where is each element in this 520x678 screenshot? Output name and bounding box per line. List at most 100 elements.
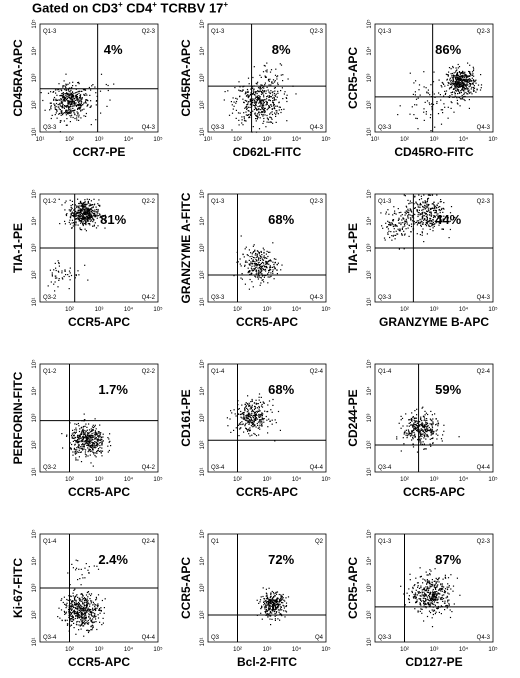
event-dot: [461, 80, 463, 82]
event-dot: [420, 198, 423, 200]
event-dot: [445, 90, 448, 92]
event-dot: [81, 205, 83, 207]
event-dot: [437, 202, 439, 204]
title-part: Gated on CD3: [32, 0, 118, 16]
event-dot: [82, 609, 84, 611]
event-dot: [85, 216, 87, 218]
event-dot: [425, 448, 427, 450]
event-dot: [415, 420, 418, 422]
event-dot: [431, 223, 433, 225]
event-dot: [270, 600, 272, 602]
event-dot: [412, 437, 414, 439]
event-dot: [50, 105, 52, 107]
event-dot: [265, 600, 267, 602]
x-tick-label: 10³: [95, 137, 104, 143]
event-dot: [65, 611, 67, 613]
event-dot: [252, 423, 254, 425]
event-dot: [235, 102, 237, 104]
event-dot: [422, 578, 424, 580]
event-dot: [245, 91, 247, 93]
event-dot: [70, 608, 72, 610]
event-dot: [462, 81, 464, 83]
event-dot: [97, 617, 100, 619]
event-dot: [423, 434, 426, 437]
quadrant-label: Q4-4: [310, 465, 324, 471]
event-dot: [65, 214, 67, 216]
event-dot: [449, 77, 451, 79]
event-dot: [68, 95, 70, 97]
event-dot: [285, 610, 287, 612]
event-dot: [91, 614, 93, 617]
event-dot: [59, 223, 61, 225]
event-dot: [463, 83, 465, 85]
event-dot: [75, 427, 77, 429]
event-dot: [278, 101, 280, 103]
event-dot: [452, 78, 454, 80]
flow-plot-2: Q1-3 Q2-3Q3-3 Q4-38%10¹ 10² 10³ 10⁴ 10⁵10¹10²1…: [179, 19, 331, 159]
event-dot: [265, 263, 267, 265]
event-dot: [390, 231, 392, 233]
event-dot: [259, 268, 261, 270]
event-dot: [272, 601, 274, 603]
event-dot: [408, 203, 410, 205]
event-dot: [280, 90, 282, 92]
y-tick-label: 10⁴: [199, 216, 206, 226]
event-dot: [70, 607, 72, 609]
event-dot: [251, 400, 253, 402]
event-dot: [77, 218, 79, 220]
event-dot: [420, 220, 422, 222]
event-dot: [68, 221, 70, 223]
event-dot: [224, 91, 226, 93]
event-dot: [436, 581, 438, 583]
event-dot: [258, 393, 261, 395]
event-dot: [58, 108, 60, 110]
event-dot: [402, 437, 404, 439]
event-dot: [458, 66, 461, 68]
event-dot: [81, 221, 83, 223]
event-dot: [282, 98, 284, 100]
event-dot: [68, 111, 70, 113]
event-dot: [420, 418, 422, 420]
event-dot: [421, 425, 423, 427]
event-dot: [402, 425, 404, 427]
quadrant-label: Q2-2: [142, 369, 156, 375]
event-dot: [254, 413, 256, 415]
event-dot: [432, 594, 434, 596]
event-dot: [80, 611, 82, 613]
event-dot: [426, 216, 428, 218]
event-dot: [84, 217, 86, 219]
event-dot: [464, 99, 466, 102]
event-dot: [95, 432, 97, 434]
event-dot: [429, 612, 432, 614]
event-dot: [75, 222, 77, 224]
event-dot: [274, 268, 276, 270]
event-dot: [271, 108, 273, 110]
event-dot: [462, 87, 465, 89]
event-dot: [280, 594, 282, 596]
event-dot: [430, 222, 432, 225]
event-dot: [407, 216, 409, 218]
event-dot: [85, 208, 87, 210]
event-dot: [235, 415, 237, 417]
event-dot: [264, 410, 266, 412]
event-dot: [250, 93, 252, 95]
event-dot: [469, 82, 471, 85]
event-dot: [437, 598, 439, 600]
event-dot: [419, 421, 421, 423]
event-dot: [269, 251, 271, 253]
event-dot: [383, 237, 386, 239]
event-dot: [388, 230, 390, 232]
event-dot: [394, 238, 396, 240]
event-dot: [55, 112, 57, 114]
event-dot: [68, 100, 70, 102]
event-dot: [423, 601, 425, 603]
event-dot: [430, 585, 432, 587]
event-dot: [273, 81, 276, 83]
event-dot: [394, 210, 396, 212]
event-dot: [76, 95, 78, 97]
event-dot: [416, 594, 419, 596]
event-dot: [430, 445, 432, 447]
event-dot: [433, 596, 435, 598]
event-dot: [258, 98, 260, 100]
event-dot: [81, 90, 83, 92]
